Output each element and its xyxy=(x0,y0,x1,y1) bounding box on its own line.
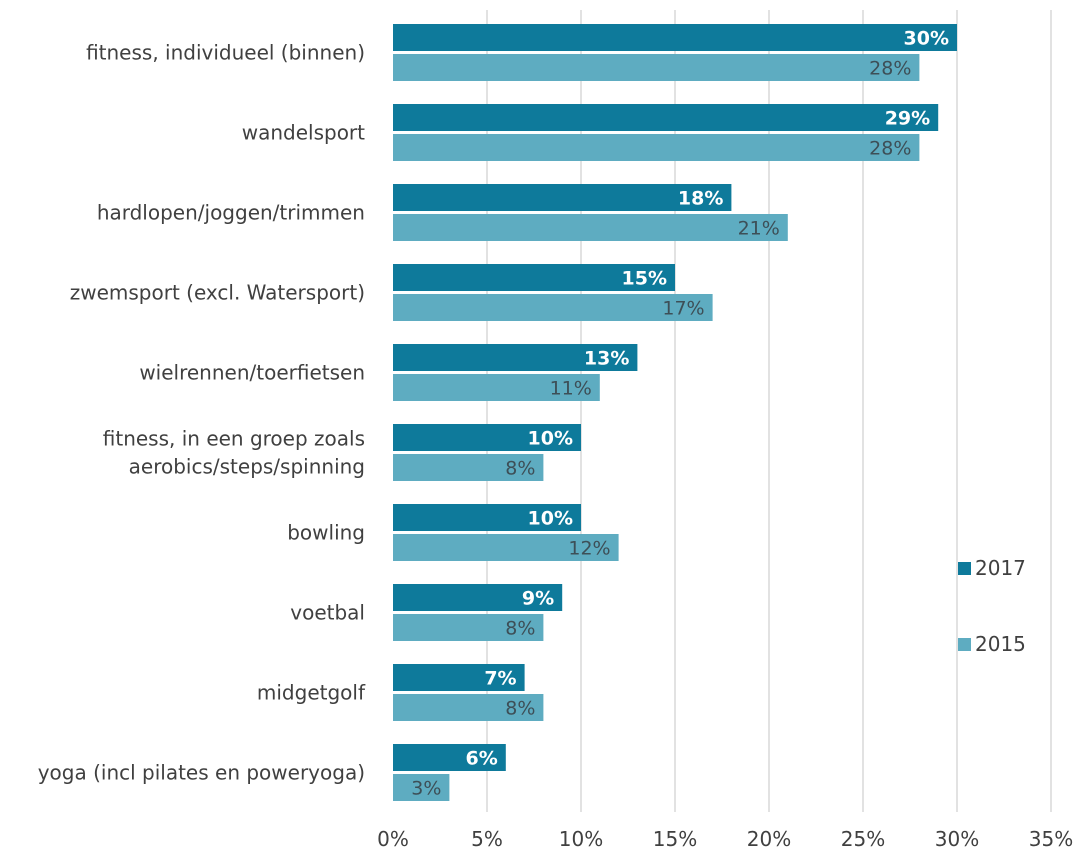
category-label: hardlopen/joggen/trimmen xyxy=(97,201,365,225)
bar-2015 xyxy=(393,214,788,241)
data-label-2017: 6% xyxy=(466,748,498,770)
x-tick-label: 0% xyxy=(377,827,409,851)
bar-2017 xyxy=(393,744,506,771)
bar-2015 xyxy=(393,374,600,401)
x-tick-label: 30% xyxy=(935,827,979,851)
bar-2017 xyxy=(393,344,638,371)
x-tick-label: 5% xyxy=(471,827,503,851)
data-label-2015: 12% xyxy=(568,538,610,560)
legend-label-2015: 2015 xyxy=(975,632,1026,656)
category-label: midgetgolf xyxy=(257,681,366,705)
category-labels: fitness, individueel (binnen) wandelsport… xyxy=(38,41,366,785)
legend-swatch-2017 xyxy=(958,562,971,575)
x-tick-label: 35% xyxy=(1029,827,1073,851)
x-tick-label: 10% xyxy=(559,827,603,851)
bar-2017 xyxy=(393,664,525,691)
category-label: fitness, individueel (binnen) xyxy=(86,41,365,65)
bar-2017 xyxy=(393,264,675,291)
bars: 30% 28% 29% 28% 18% 21% 15% 17% 13% 11% 10% 8% 10% 12… xyxy=(393,24,957,801)
category-label: fitness, in een groep zoals aerobics/step… xyxy=(103,427,365,479)
data-label-2017: 10% xyxy=(528,428,573,450)
x-axis-ticks: 0% 5% 10% 15% 20% 25% 30% 35% xyxy=(377,827,1073,851)
data-label-2017: 9% xyxy=(522,588,554,610)
category-label: wielrennen/toerfietsen xyxy=(139,361,365,385)
bar-2015 xyxy=(393,454,544,481)
data-label-2017: 30% xyxy=(904,28,949,50)
data-label-2017: 18% xyxy=(678,188,723,210)
legend-label-2017: 2017 xyxy=(975,556,1026,580)
bar-2017 xyxy=(393,424,581,451)
category-label: yoga (incl pilates en poweryoga) xyxy=(38,761,365,785)
bar-2017 xyxy=(393,184,732,211)
bar-2015 xyxy=(393,294,713,321)
data-label-2015: 28% xyxy=(869,138,911,160)
data-label-2015: 8% xyxy=(505,458,535,480)
data-label-2017: 29% xyxy=(885,108,930,130)
bar-2017 xyxy=(393,24,957,51)
data-label-2017: 15% xyxy=(622,268,667,290)
bar-2015 xyxy=(393,134,920,161)
x-tick-label: 25% xyxy=(841,827,885,851)
legend: 2017 2015 xyxy=(958,556,1026,656)
bar-2017 xyxy=(393,104,939,131)
data-label-2017: 10% xyxy=(528,508,573,530)
bar-2015 xyxy=(393,694,544,721)
bar-2015 xyxy=(393,534,619,561)
bar-2015 xyxy=(393,774,450,801)
data-label-2015: 21% xyxy=(738,218,780,240)
bar-2015 xyxy=(393,614,544,641)
category-label: wandelsport xyxy=(242,121,365,145)
data-label-2015: 28% xyxy=(869,58,911,80)
x-tick-label: 20% xyxy=(747,827,791,851)
data-label-2015: 17% xyxy=(662,298,704,320)
bar-2017 xyxy=(393,584,563,611)
bar-2017 xyxy=(393,504,581,531)
category-label: bowling xyxy=(287,521,365,545)
data-label-2017: 7% xyxy=(484,668,516,690)
data-label-2015: 8% xyxy=(505,618,535,640)
bar-2015 xyxy=(393,54,920,81)
x-tick-label: 15% xyxy=(653,827,697,851)
data-label-2017: 13% xyxy=(584,348,629,370)
category-label: voetbal xyxy=(290,601,365,625)
data-label-2015: 3% xyxy=(411,778,441,800)
data-label-2015: 8% xyxy=(505,698,535,720)
data-label-2015: 11% xyxy=(550,378,592,400)
category-label: zwemsport (excl. Watersport) xyxy=(70,281,365,305)
legend-swatch-2015 xyxy=(958,638,971,651)
